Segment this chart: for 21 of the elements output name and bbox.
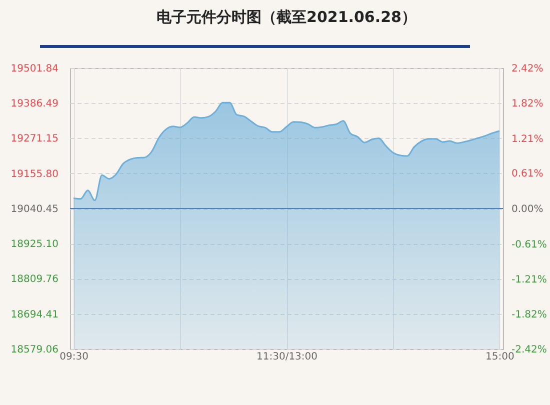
y2-tick-label: 0.61% <box>512 168 544 180</box>
y-tick-label: 18694.41 <box>10 309 58 320</box>
y2-tick-label: 2.42% <box>512 64 544 74</box>
y2-tick-label: 1.21% <box>512 134 544 145</box>
y2-tick-label: -0.61% <box>512 239 547 250</box>
y2-tick-label: -1.82% <box>512 310 547 321</box>
y-tick-label: 19040.45 <box>10 204 58 215</box>
y-tick-label: 18925.10 <box>10 239 58 250</box>
y-tick-label: 19501.84 <box>10 64 58 74</box>
x-tick-label: 11:30/13:00 <box>256 352 318 362</box>
y2-tick-label: 0.00% <box>512 204 544 215</box>
chart-title: 电子元件分时图（截至2021.06.28） <box>156 8 416 26</box>
x-tick-label: 15:00 <box>486 352 514 362</box>
y-tick-label: 19155.80 <box>10 168 58 180</box>
x-tick-label: 09:30 <box>60 352 88 362</box>
y-tick-label: 19271.15 <box>10 134 58 145</box>
y2-tick-label: 1.82% <box>512 98 544 110</box>
y-tick-label: 18809.76 <box>10 274 58 286</box>
y-tick-label: 19386.49 <box>10 98 58 110</box>
y2-tick-label: -1.21% <box>512 274 547 286</box>
y-tick-label: 18579.06 <box>10 344 58 356</box>
